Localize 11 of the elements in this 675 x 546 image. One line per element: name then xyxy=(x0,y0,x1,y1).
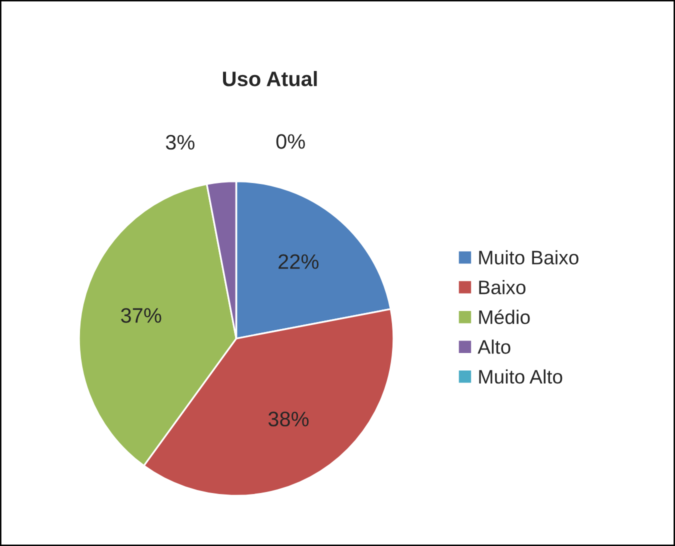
data-label: 3% xyxy=(166,134,194,150)
text: 0% xyxy=(276,134,305,149)
legend-label: Médio xyxy=(479,310,530,324)
legend-label: Alto xyxy=(478,340,510,354)
data-label: 38% xyxy=(268,412,309,426)
data-label: 37% xyxy=(121,308,162,323)
legend-label: Baixo xyxy=(479,280,526,294)
data-label: 22% xyxy=(278,254,319,269)
legend-label: Muito Alto xyxy=(479,369,562,384)
legend-label: Muito Baixo xyxy=(479,250,578,264)
chart-title: Uso Atual xyxy=(223,70,317,86)
